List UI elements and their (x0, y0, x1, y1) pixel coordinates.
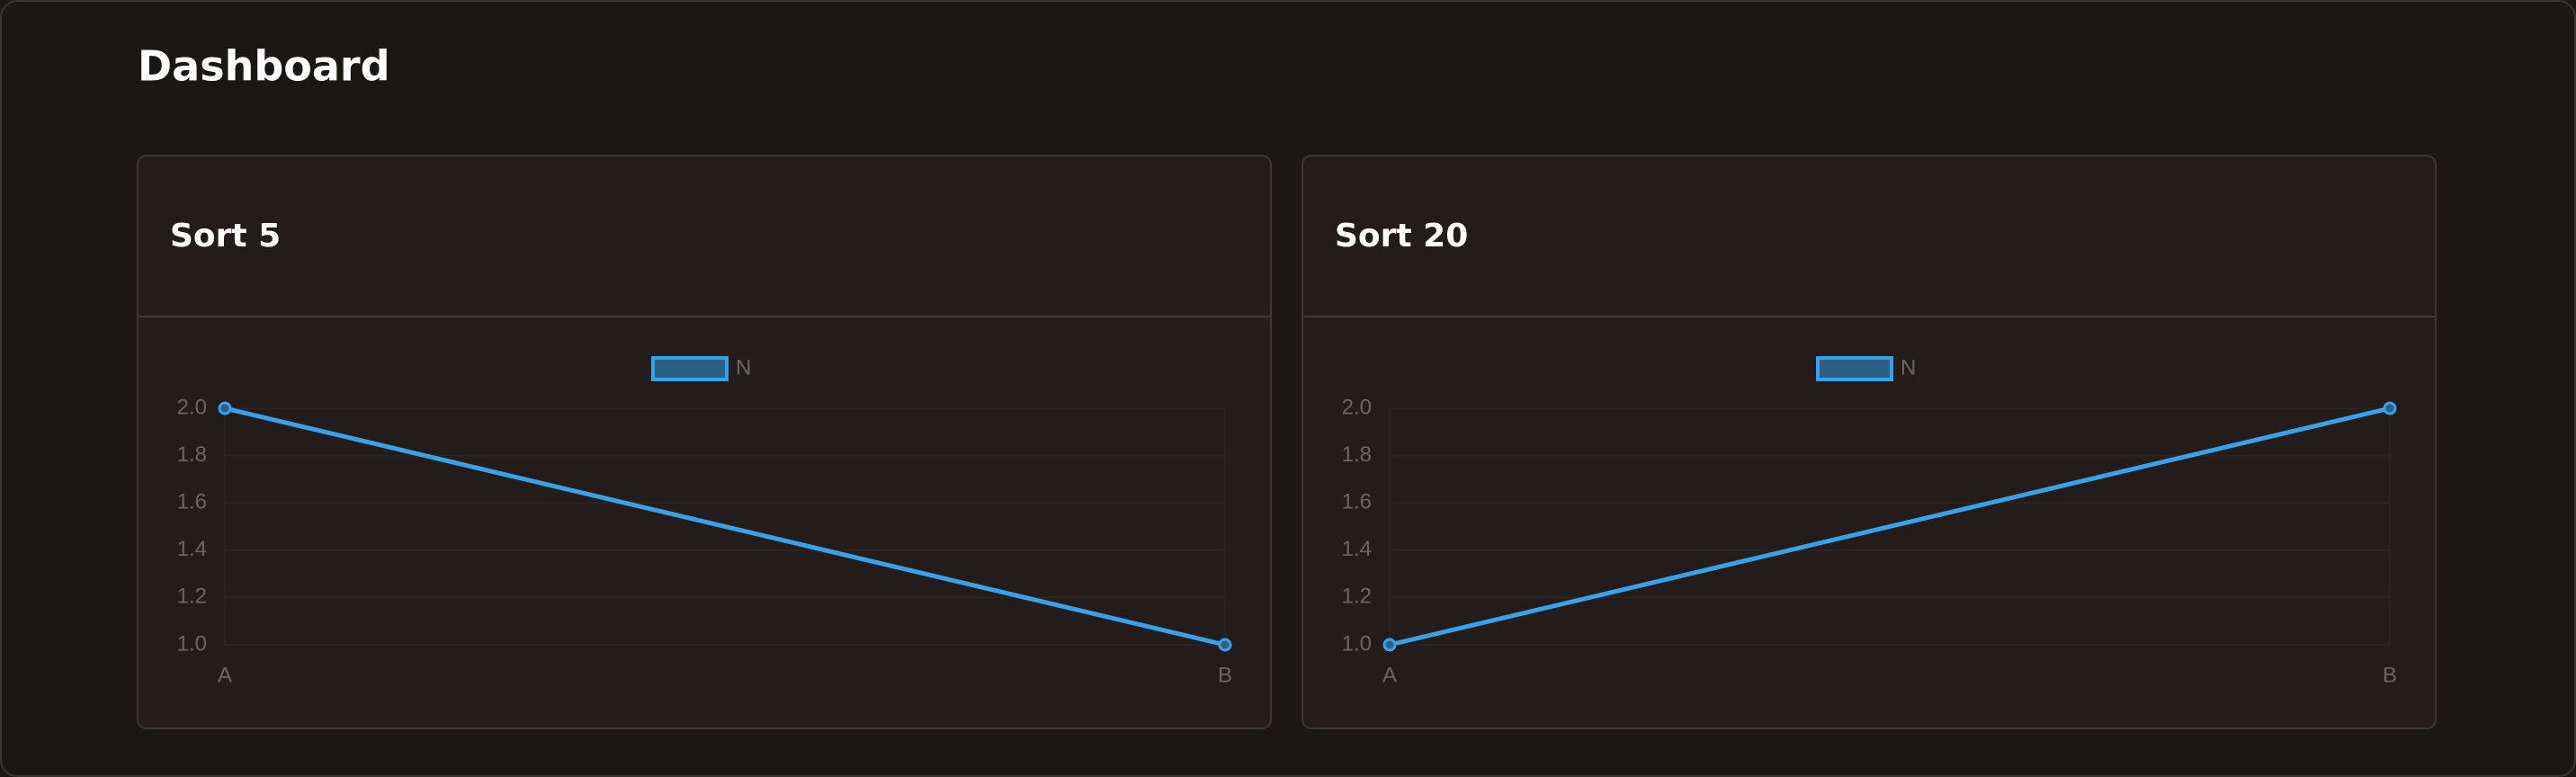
legend-swatch (651, 356, 729, 381)
card-title: Sort 20 (1335, 218, 1468, 255)
card (137, 155, 1272, 729)
y-tick-label: 2.0 (177, 395, 207, 419)
series-line (1389, 406, 2391, 648)
x-tick-label: B (2383, 663, 2397, 687)
card (1301, 155, 2437, 729)
data-point (1382, 638, 1397, 652)
data-point (2383, 401, 2397, 415)
x-tick-label: B (1218, 663, 1232, 687)
y-tick-label: 1.8 (177, 442, 207, 467)
x-tick-label: A (1382, 663, 1397, 687)
x-tick-label: A (218, 663, 232, 687)
y-tick-label: 1.2 (177, 585, 207, 609)
y-tick-label: 1.8 (1342, 442, 1372, 467)
card-title: Sort 5 (170, 218, 281, 255)
series-line (224, 406, 1226, 648)
y-tick-label: 1.4 (1342, 537, 1372, 561)
y-tick-label: 1.2 (1342, 585, 1372, 609)
legend-swatch (1816, 356, 1893, 381)
legend-label: N (736, 355, 751, 380)
data-point (1218, 638, 1232, 652)
y-tick-label: 1.6 (177, 490, 207, 514)
y-tick-label: 1.0 (1342, 631, 1372, 656)
data-point (218, 401, 232, 415)
page-title: Dashboard (138, 42, 390, 91)
y-tick-label: 1.0 (177, 631, 207, 656)
y-tick-label: 2.0 (1342, 395, 1372, 419)
y-tick-label: 1.4 (177, 537, 207, 561)
legend-label: N (1901, 355, 1916, 380)
y-tick-label: 1.6 (1342, 490, 1372, 514)
